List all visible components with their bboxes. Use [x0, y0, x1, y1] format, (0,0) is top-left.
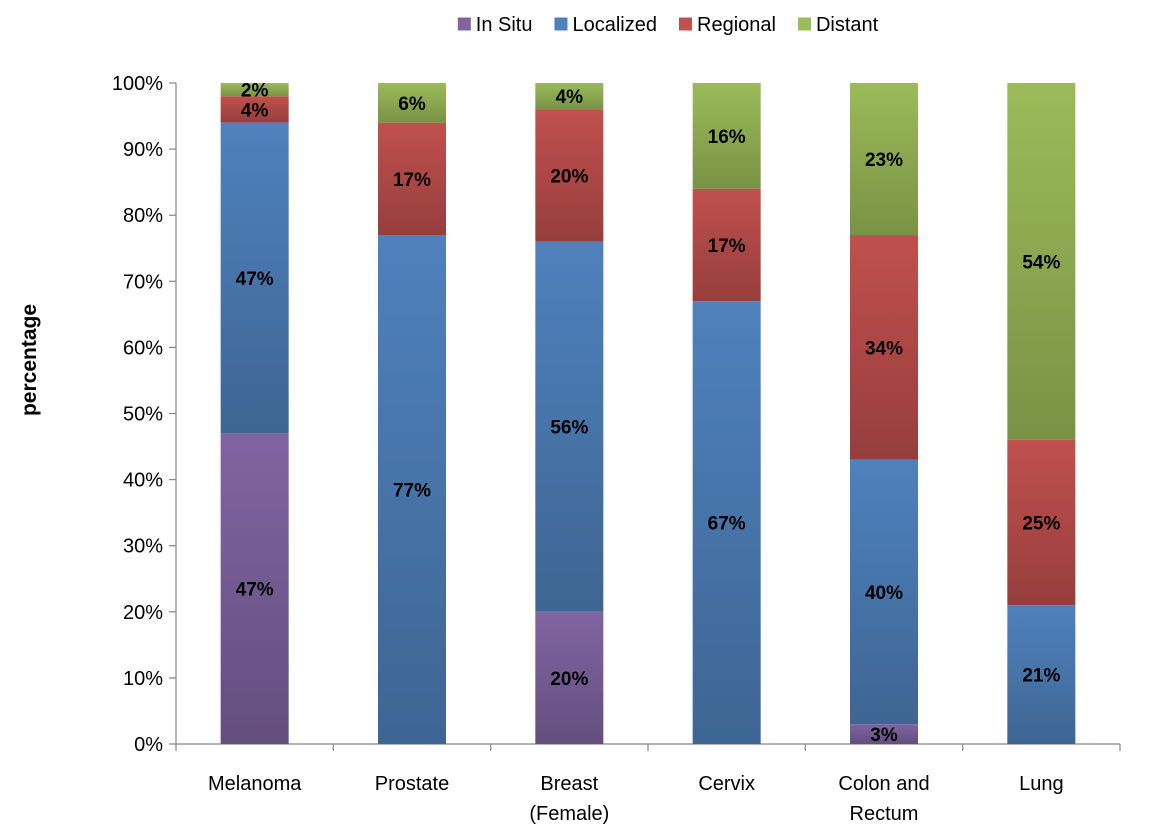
data-label: 47% [236, 269, 274, 290]
data-label: 67% [708, 514, 746, 535]
bar-segment-distant [535, 83, 604, 110]
y-tick-label: 0% [134, 734, 163, 756]
data-label: 47% [236, 580, 274, 601]
data-label: 40% [865, 583, 903, 604]
y-tick-label: 50% [123, 404, 163, 426]
legend-label: Regional [697, 14, 776, 36]
data-label: 2% [241, 81, 269, 102]
data-label: 6% [398, 94, 426, 115]
category-label: Cervix [698, 773, 755, 795]
data-label: 56% [550, 418, 588, 439]
category-label: Melanoma [208, 773, 302, 795]
legend-label: Distant [816, 14, 879, 36]
legend-label: Localized [572, 14, 657, 36]
data-label: 77% [393, 481, 431, 502]
bar-segment-localized [692, 301, 761, 744]
data-labels: 47%47%4%2%77%17%6%20%56%20%4%67%17%16%3%… [236, 81, 1061, 746]
legend-swatch [797, 17, 811, 31]
legend-swatch [457, 17, 471, 31]
y-tick-label: 20% [123, 602, 163, 624]
bar-segment-regional [378, 122, 446, 236]
y-tick-label: 100% [112, 73, 163, 95]
bar-segment-localized [220, 122, 289, 434]
bar-segment-regional [535, 109, 604, 242]
legend: In Situ Localized Regional Distant [457, 14, 879, 36]
data-label: 25% [1022, 514, 1060, 535]
y-tick-label: 30% [123, 536, 163, 558]
data-label: 4% [556, 87, 584, 108]
y-tick-label: 90% [123, 139, 163, 161]
data-label: 4% [241, 100, 269, 121]
data-label: 34% [865, 338, 903, 359]
y-axis: 0% 10% 20% 30% 40% 50% 60% 70% 80% 90% 100% [112, 73, 177, 756]
bars [220, 83, 1076, 744]
category-label: Colon and Rectum [838, 773, 929, 825]
data-label: 23% [865, 150, 903, 171]
category-label: Lung [1019, 773, 1064, 795]
legend-swatch [679, 17, 693, 31]
bar-segment-localized [1007, 605, 1076, 744]
bar-segment-regional [1007, 439, 1076, 606]
data-label: 17% [393, 170, 431, 191]
bar-segment-in-situ [850, 724, 918, 744]
bar-segment-in-situ [220, 433, 289, 744]
bar-segment-distant [378, 83, 446, 123]
y-tick-label: 10% [123, 668, 163, 690]
x-axis: Melanoma Prostate Breast (Female) Cervix Colo… [175, 743, 1121, 825]
data-label: 17% [708, 236, 746, 257]
legend-label: In Situ [476, 14, 533, 36]
bar-segment-localized [850, 459, 918, 725]
data-label: 20% [550, 167, 588, 188]
data-label: 54% [1022, 252, 1060, 273]
category-label: Breast (Female) [529, 773, 609, 825]
bar-segment-regional [850, 235, 918, 460]
legend-swatch [554, 17, 568, 31]
bar-segment-regional [220, 96, 289, 123]
y-tick-label: 70% [123, 271, 163, 293]
bar-segment-regional [692, 188, 761, 302]
data-label: 16% [708, 127, 746, 148]
data-label: 3% [870, 725, 898, 746]
bar-segment-localized [535, 241, 604, 612]
data-label: 21% [1022, 666, 1060, 687]
bar-segment-distant [1007, 83, 1076, 440]
data-label: 20% [550, 669, 588, 690]
y-tick-label: 80% [123, 205, 163, 227]
y-axis-title: percentage [18, 304, 41, 416]
bar-segment-distant [220, 83, 289, 97]
bar-segment-localized [378, 235, 446, 744]
bar-segment-distant [692, 83, 761, 189]
y-tick-label: 40% [123, 470, 163, 492]
bar-segment-in-situ [535, 611, 604, 744]
bar-segment-distant [850, 83, 918, 236]
y-tick-label: 60% [123, 337, 163, 359]
category-label: Prostate [375, 773, 449, 795]
